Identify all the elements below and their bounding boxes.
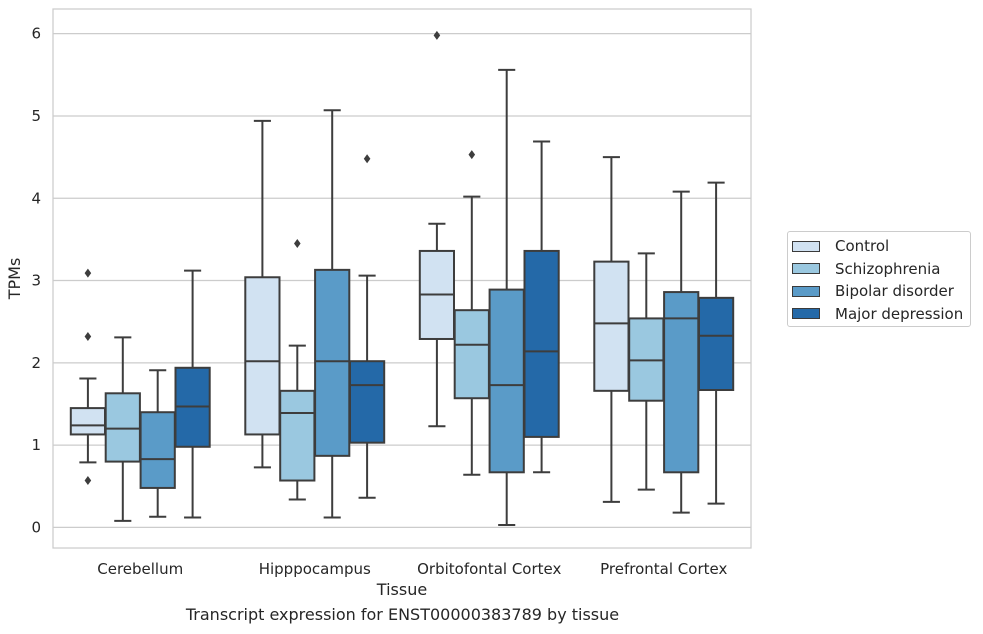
- box-control: [69, 268, 107, 486]
- box-iqr: [453, 309, 490, 400]
- box-major-depression: [348, 154, 386, 499]
- box-control: [593, 156, 630, 503]
- box-iqr: [244, 276, 281, 436]
- outlier-point: [363, 154, 371, 164]
- box-control: [244, 119, 281, 469]
- box-iqr: [697, 296, 735, 392]
- box-iqr: [69, 407, 107, 436]
- x-tick-label: Prefrontal Cortex: [600, 560, 727, 578]
- box-bipolar-disorder: [488, 68, 525, 526]
- legend-item: Major depression: [792, 303, 963, 325]
- outlier-point: [294, 239, 301, 249]
- outlier-point: [84, 476, 92, 486]
- outlier-point: [84, 332, 92, 342]
- box-iqr: [593, 260, 630, 392]
- y-tick-label: 5: [31, 107, 41, 125]
- box-major-depression: [523, 140, 560, 474]
- box-iqr: [279, 389, 316, 482]
- legend-label: Control: [835, 237, 890, 255]
- legend-label: Major depression: [835, 304, 964, 323]
- box-schizophrenia: [104, 336, 141, 522]
- legend-item: Schizophrenia: [792, 258, 940, 280]
- box-major-depression: [697, 181, 735, 505]
- y-tick-label: 4: [31, 189, 41, 207]
- legend-swatch: [792, 308, 820, 319]
- y-tick-label: 6: [31, 25, 41, 43]
- y-tick-label: 1: [31, 436, 41, 454]
- chart-caption: Transcript expression for ENST0000038378…: [185, 605, 620, 624]
- box-iqr: [663, 291, 700, 474]
- box-iqr: [314, 268, 351, 457]
- y-tick-label: 3: [31, 272, 41, 290]
- box-iqr: [348, 360, 386, 444]
- legend-swatch: [792, 285, 820, 297]
- legend-swatch: [792, 240, 820, 252]
- outlier-point: [468, 150, 476, 160]
- y-tick-label: 2: [31, 354, 41, 372]
- legend: Control Schizophrenia Bipolar disorder Majo…: [787, 231, 971, 327]
- outlier-point: [84, 268, 92, 278]
- box-bipolar-disorder: [314, 109, 351, 519]
- box-bipolar-disorder: [663, 190, 700, 514]
- box-schizophrenia: [628, 252, 665, 491]
- x-tick-label: Hipppocampus: [259, 560, 371, 578]
- x-axis-label: Tissue: [376, 580, 427, 599]
- legend-label: Bipolar disorder: [835, 282, 954, 300]
- y-axis-label: TPMs: [5, 258, 24, 301]
- box-major-depression: [174, 269, 211, 519]
- x-tick-label: Orbitofontal Cortex: [417, 560, 561, 578]
- box-bipolar-disorder: [139, 369, 176, 518]
- legend-swatch: [792, 263, 820, 274]
- outlier-point: [433, 30, 441, 40]
- legend-label: Schizophrenia: [835, 259, 941, 278]
- box-iqr: [523, 249, 560, 438]
- x-tick-label: Cerebellum: [97, 560, 183, 578]
- box-schizophrenia: [453, 150, 490, 476]
- box-layer: [69, 30, 735, 526]
- legend-item: Bipolar disorder: [792, 280, 954, 302]
- box-iqr: [104, 392, 141, 463]
- box-iqr: [488, 288, 525, 474]
- box-iqr: [139, 411, 176, 489]
- box-control: [418, 30, 456, 428]
- plot-frame: [52, 8, 752, 549]
- box-schizophrenia: [279, 239, 316, 501]
- y-tick-label: 0: [31, 518, 41, 536]
- tick-layer: 0 1 2 3 4 5 6 Cerebellum Hipppocampus Orbitofonta…: [31, 25, 727, 578]
- legend-item: Control: [792, 235, 889, 257]
